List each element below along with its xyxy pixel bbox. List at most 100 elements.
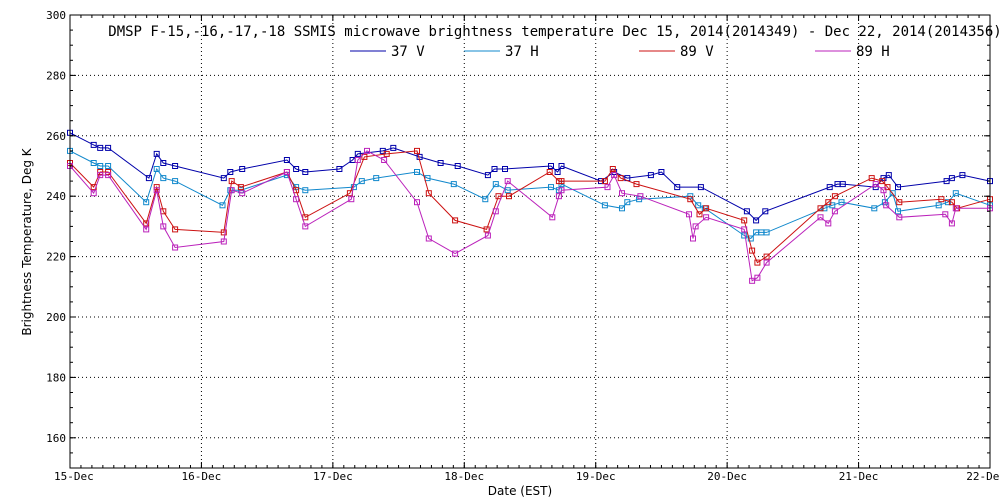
data-point [884,184,891,191]
data-point [948,220,955,227]
data-point [546,169,553,175]
data-point [293,196,300,203]
data-point [647,172,654,179]
data-point [302,169,309,175]
data-point [437,160,444,166]
data-point [872,181,879,188]
data-point [895,208,901,215]
data-point [697,184,704,191]
series-89-h [67,147,993,284]
data-point [548,163,554,169]
data-point [228,178,235,185]
data-point [452,250,459,257]
data-point [302,223,309,230]
data-point [425,190,432,197]
data-point [703,205,710,212]
data-point [617,175,624,182]
data-point [414,147,420,154]
data-point [491,166,498,172]
data-point [293,187,300,194]
data-point [373,175,380,182]
y-tick-label: 240 [46,190,66,203]
data-point [237,184,244,191]
data-point [637,193,644,200]
x-tick-label: 17-Dec [313,470,353,483]
y-tick-label: 160 [46,432,66,445]
data-point [283,157,290,163]
data-point [741,226,748,233]
x-tick-label: 15-Dec [54,470,94,483]
data-point [619,190,625,197]
data-point [895,184,901,191]
data-point [160,223,167,230]
data-point [361,153,368,160]
data-point [741,217,748,224]
data-point [153,184,160,191]
data-point [172,178,179,185]
data-point [452,217,459,224]
data-point [686,211,692,218]
data-point [952,190,959,197]
data-point [293,166,300,172]
data-point [220,238,227,245]
legend-label: 89 H [856,44,890,60]
data-point [504,178,511,185]
data-point [220,175,227,182]
data-point [879,178,886,185]
data-point [948,199,955,206]
data-point [228,187,235,194]
data-point [609,166,616,172]
data-point [942,211,949,218]
data-point [153,150,160,157]
legend-label: 37 H [505,44,539,60]
legend-label: 37 V [391,44,425,60]
data-point [219,202,226,209]
data-point [354,157,361,163]
data-point [885,172,892,179]
data-point [658,169,665,175]
data-point [952,205,959,212]
data-point [105,172,112,179]
data-point [454,163,461,169]
data-point [358,178,365,185]
data-point [763,229,770,236]
y-tick-label: 200 [46,311,66,324]
data-point [492,181,499,188]
data-point [831,193,838,200]
data-point [90,160,97,166]
data-point [692,223,699,230]
data-point [504,187,511,194]
data-point [896,199,903,206]
series-37-v [67,129,993,224]
y-tick-label: 280 [46,69,66,82]
grid-layer [70,15,990,468]
data-point [105,144,112,151]
data-point [97,172,104,179]
chart-title: DMSP F-15,-16,-17,-18 SSMIS microwave br… [108,24,1000,40]
data-point [611,172,618,179]
data-point [390,144,397,151]
data-point [558,187,565,194]
data-point [220,229,227,236]
y-tick-label: 220 [46,251,66,264]
data-point [696,211,703,218]
data-point [871,205,878,212]
data-point [90,190,97,197]
x-axis-label: Date (EST) [488,484,552,498]
data-point [105,169,112,175]
data-point [935,202,942,209]
data-point [227,169,234,175]
data-point [348,196,355,203]
data-point [492,208,499,215]
data-point [425,235,432,242]
series-line [69,150,991,264]
legend: 37 V 37 H 89 V 89 H [350,44,890,60]
data-point [687,196,694,203]
data-point [160,160,167,166]
data-point [604,184,611,191]
data-point [336,166,343,172]
data-point [502,166,508,172]
data-point [172,163,179,169]
data-point [959,172,966,179]
